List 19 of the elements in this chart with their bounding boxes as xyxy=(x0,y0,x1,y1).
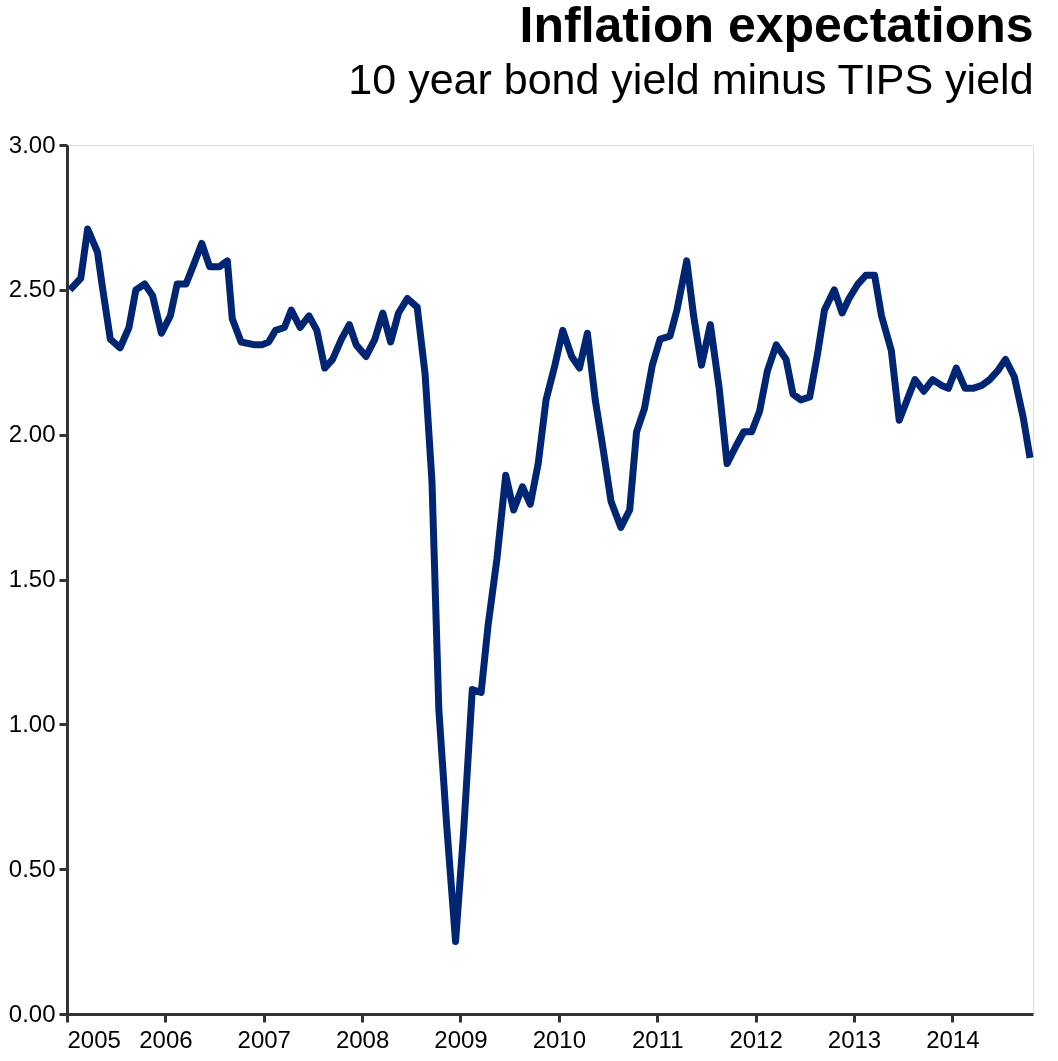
x-tick-label: 2012 xyxy=(729,1025,783,1053)
y-tick-label: 1.50 xyxy=(8,565,56,592)
y-tick-label: 2.00 xyxy=(8,420,56,448)
x-tick-label: 2008 xyxy=(335,1025,390,1053)
x-tick-label: 2010 xyxy=(532,1025,587,1053)
x-tick-label: 2006 xyxy=(139,1025,193,1053)
y-tick-label: 0.00 xyxy=(8,999,56,1027)
y-tick-label: 0.50 xyxy=(8,854,56,882)
x-tick-label: 2009 xyxy=(434,1025,488,1053)
y-tick-label: 2.50 xyxy=(8,275,56,303)
x-tick-label: 2011 xyxy=(631,1025,684,1053)
x-tick-label: 2007 xyxy=(237,1025,291,1053)
chart-title: Inflation expectations xyxy=(519,0,1034,53)
x-tick-label: 2005 xyxy=(67,1025,121,1053)
y-tick-label: 1.00 xyxy=(8,709,56,737)
y-tick-label: 3.00 xyxy=(8,130,56,158)
x-tick-label: 2014 xyxy=(926,1025,980,1053)
x-tick-label: 2013 xyxy=(827,1025,882,1053)
chart-subtitle: 10 year bond yield minus TIPS yield xyxy=(348,55,1034,103)
